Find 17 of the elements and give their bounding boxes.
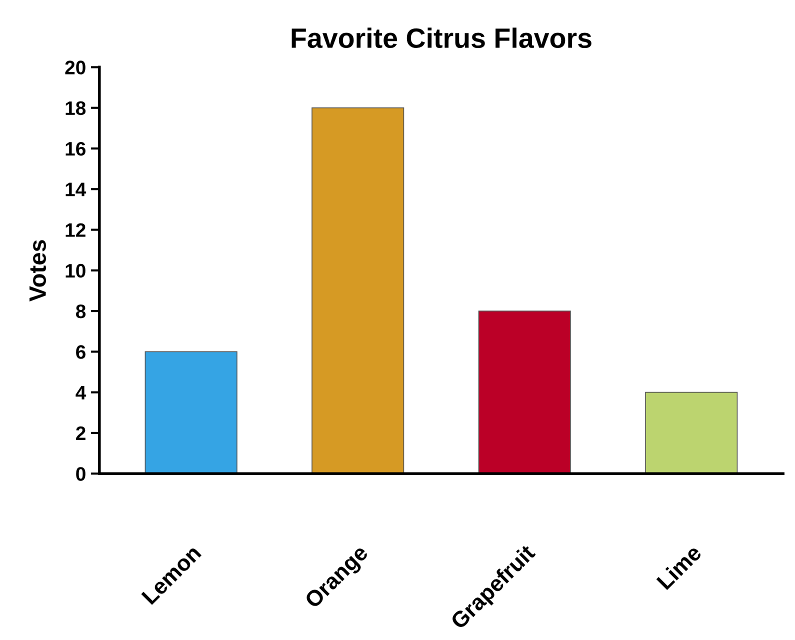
y-tick-label: 16 <box>66 142 86 156</box>
y-tick-label: 0 <box>76 467 86 481</box>
chart-title: Favorite Citrus Flavors <box>292 28 592 48</box>
bar <box>645 392 738 474</box>
y-tick-label: 8 <box>76 304 86 318</box>
y-tick-label: 2 <box>76 426 86 440</box>
y-axis-title: Votes <box>30 240 46 302</box>
y-tick-label: 12 <box>66 223 86 237</box>
y-tick-label: 10 <box>66 264 86 278</box>
y-tick-label: 18 <box>66 101 86 116</box>
y-tick-label: 4 <box>76 386 86 400</box>
y-tick-label: 14 <box>66 182 86 196</box>
bar <box>144 351 238 474</box>
y-tick-label: 6 <box>76 345 86 359</box>
y-tick-label: 20 <box>65 60 86 74</box>
bar <box>478 310 571 474</box>
bar <box>312 107 404 474</box>
